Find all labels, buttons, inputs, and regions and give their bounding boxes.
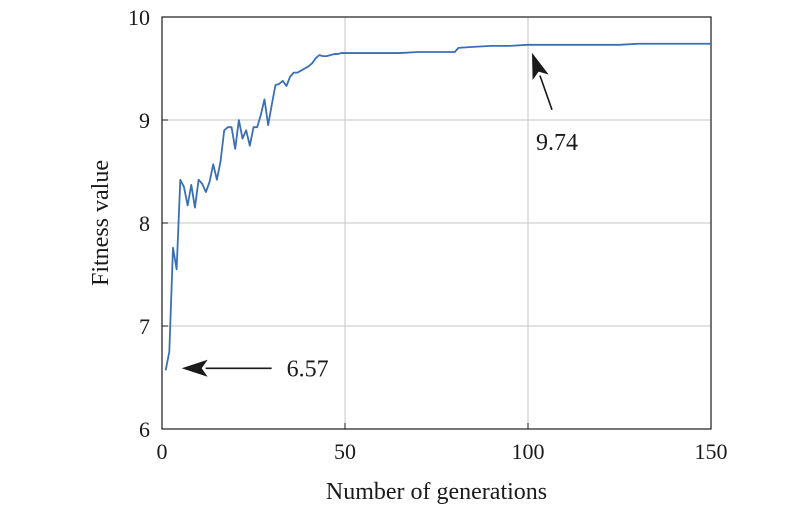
y-tick-label-8: 8	[139, 211, 150, 236]
series-line-0	[164, 42, 711, 371]
annotation-arrow-final-head	[532, 52, 549, 81]
annotation-label-final: 9.74	[536, 130, 578, 156]
annotation-arrow-start-head	[181, 359, 208, 377]
x-tick-label-150: 150	[695, 439, 728, 464]
x-tick-label-0: 0	[157, 439, 168, 464]
x-tick-label-100: 100	[512, 439, 545, 464]
annotations: 6.57 9.74	[181, 52, 578, 382]
series-group	[164, 42, 711, 371]
grid	[162, 17, 711, 429]
annotation-arrow-start	[181, 359, 272, 377]
y-tick-label-10: 10	[128, 5, 150, 30]
axis-ticks: 0 50 100 150 6 7 8 9 10	[128, 5, 728, 464]
y-tick-label-7: 7	[139, 314, 150, 339]
y-tick-label-9: 9	[139, 108, 150, 133]
annotation-arrow-final	[532, 52, 553, 111]
annotation-arrow-final-shaft	[539, 75, 553, 111]
x-tick-label-50: 50	[334, 439, 356, 464]
x-axis-title: Number of generations	[326, 479, 547, 505]
annotation-label-start: 6.57	[287, 356, 329, 382]
y-tick-label-6: 6	[139, 417, 150, 442]
y-axis-title: Fitness value	[88, 160, 114, 286]
